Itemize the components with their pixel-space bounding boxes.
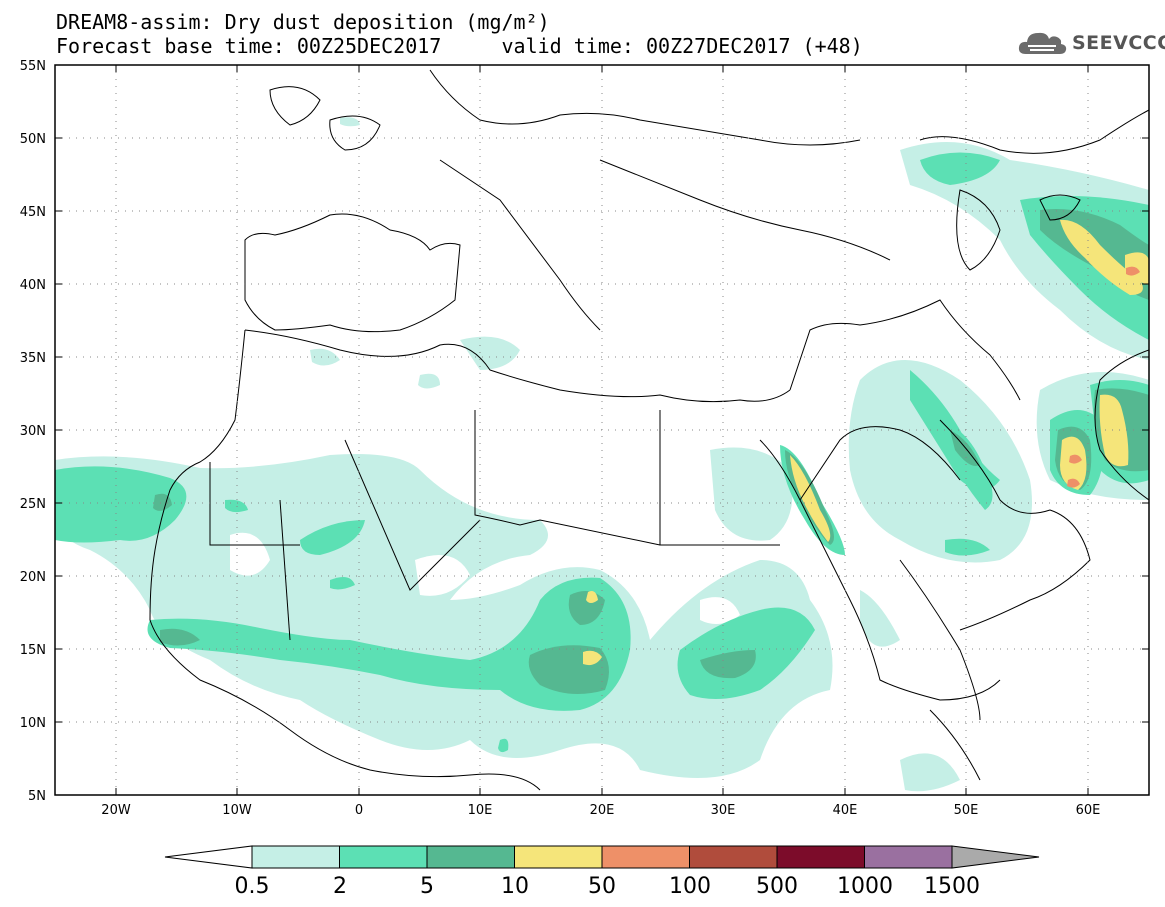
- map-subtitle: Forecast base time: 00Z25DEC2017 valid t…: [56, 34, 863, 58]
- cloud-icon: [1018, 32, 1067, 54]
- lat-label: 15N: [20, 643, 46, 658]
- lat-label: 35N: [20, 351, 46, 366]
- lat-label: 50N: [20, 132, 46, 147]
- colorbar-swatch: [776, 845, 865, 869]
- lat-label: 10N: [20, 716, 46, 731]
- colorbar-swatch: [601, 845, 690, 869]
- lon-label: 50E: [954, 803, 979, 818]
- colorbar-swatch: [689, 845, 778, 869]
- colorbar-swatch: [426, 845, 515, 869]
- dust-deposition-field: [55, 117, 1149, 792]
- lat-label: 40N: [20, 278, 46, 293]
- colorbar-label: 1500: [924, 874, 980, 899]
- logo-text: SEEVCCC: [1072, 32, 1165, 54]
- colorbar-swatch: [514, 845, 603, 869]
- colorbar: [164, 845, 1040, 869]
- colorbar-label: 0.5: [235, 874, 270, 899]
- colorbar-label: 10: [501, 874, 529, 899]
- colorbar-over-triangle: [951, 845, 1040, 869]
- colorbar-label: 50: [588, 874, 616, 899]
- latitude-labels: 55N 50N 45N 40N 35N 30N 25N 20N 15N 10N …: [20, 59, 46, 804]
- colorbar-label: 500: [756, 874, 798, 899]
- axis-ticks: [55, 64, 1149, 795]
- map-title: DREAM8-assim: Dry dust deposition (mg/m²…: [56, 10, 550, 34]
- colorbar-label: 100: [669, 874, 711, 899]
- contour-gaps: [230, 532, 740, 624]
- lat-label: 55N: [20, 59, 46, 74]
- colorbar-labels: 0.5 2 5 10 50 100 500 1000 1500: [235, 874, 981, 899]
- lat-label: 30N: [20, 424, 46, 439]
- colorbar-swatch: [864, 845, 953, 869]
- longitude-labels: 20W 10W 0 10E 20E 30E 40E 50E 60E: [101, 803, 1100, 818]
- colorbar-swatch: [251, 845, 340, 869]
- lat-label: 20N: [20, 570, 46, 585]
- lon-label: 30E: [711, 803, 736, 818]
- lon-label: 10W: [222, 803, 252, 818]
- coastlines-and-borders: [149, 69, 1149, 791]
- graticule: [55, 65, 1149, 795]
- colorbar-under-triangle: [164, 845, 253, 869]
- lat-label: 5N: [28, 789, 46, 804]
- contour-level-50: [1067, 266, 1140, 488]
- colorbar-label: 5: [420, 874, 434, 899]
- lon-label: 20W: [101, 803, 131, 818]
- colorbar-label: 2: [333, 874, 347, 899]
- lon-label: 60E: [1076, 803, 1101, 818]
- colorbar-label: 1000: [837, 874, 893, 899]
- lon-label: 40E: [833, 803, 858, 818]
- lat-label: 45N: [20, 205, 46, 220]
- lon-label: 10E: [468, 803, 493, 818]
- lon-label: 0: [355, 803, 363, 818]
- seevccc-logo: SEEVCCC: [1018, 30, 1165, 56]
- lon-label: 20E: [590, 803, 615, 818]
- colorbar-swatch: [339, 845, 428, 869]
- lat-label: 25N: [20, 497, 46, 512]
